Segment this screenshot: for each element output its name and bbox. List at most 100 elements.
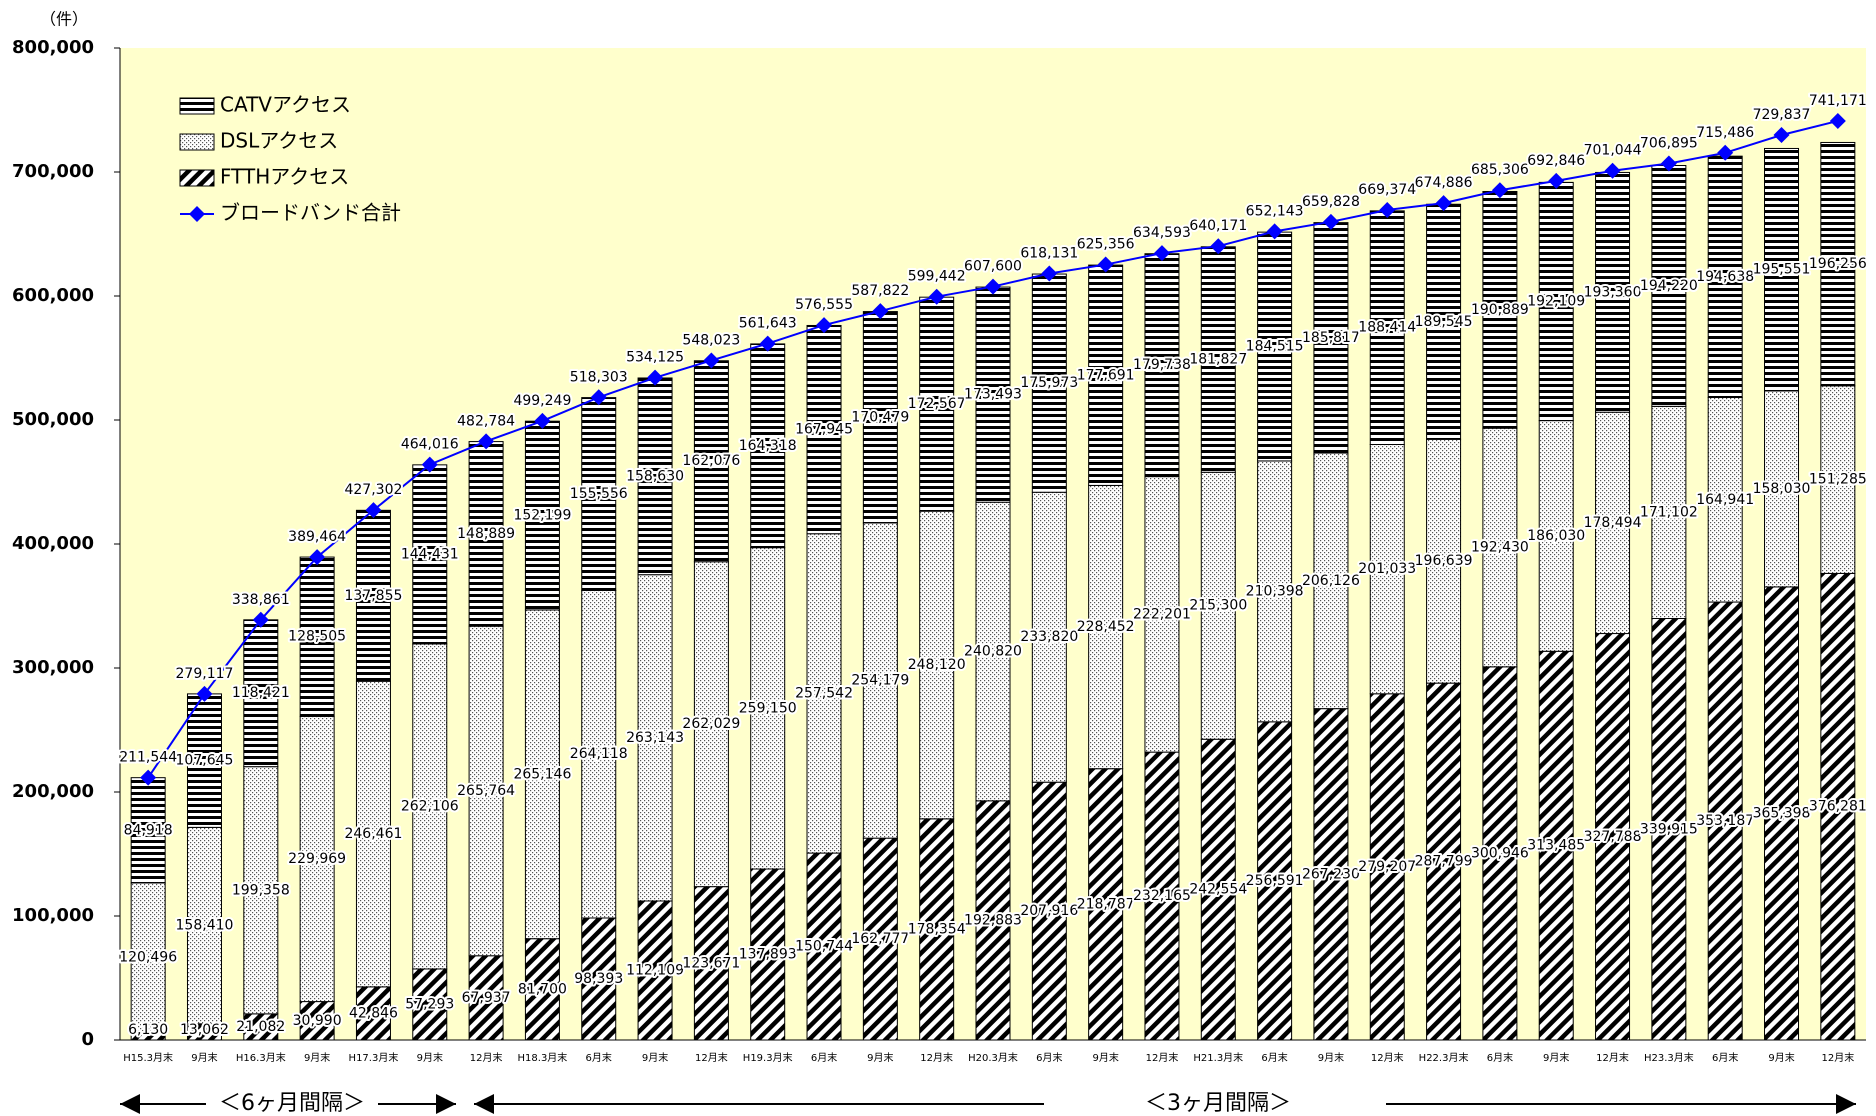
total-marker — [985, 278, 1001, 295]
data-label: 57,293 — [405, 996, 454, 1012]
data-label: 199,358 — [232, 882, 290, 898]
data-label: 123,671 — [682, 955, 740, 971]
bar-segment — [299, 1001, 335, 1041]
total-marker — [647, 369, 664, 386]
total-label: 338,861 — [232, 592, 290, 608]
total-label: 741,171 — [1809, 93, 1867, 109]
bar-segment — [1088, 768, 1124, 1041]
data-label: 158,030 — [1753, 481, 1811, 497]
bar-segment — [1369, 693, 1405, 1041]
total-label: 548,023 — [682, 332, 740, 348]
x-tick-label: 12月末 — [1596, 1051, 1629, 1064]
bar-segment — [1144, 751, 1180, 1041]
annotation-bg — [1130, 1090, 1306, 1116]
bar-segment — [355, 986, 391, 1041]
total-marker — [1322, 213, 1339, 230]
data-label: 194,220 — [1640, 278, 1698, 294]
data-label: 196,639 — [1415, 553, 1473, 569]
data-label: 118,421 — [232, 685, 290, 701]
data-label: 179,738 — [1133, 357, 1191, 373]
x-tick-label: H18.3月末 — [518, 1051, 568, 1064]
bar-segment — [1257, 460, 1293, 723]
data-label: 240,820 — [964, 644, 1022, 660]
data-label: 265,764 — [457, 783, 515, 799]
total-marker — [1660, 155, 1677, 172]
data-label: 195,551 — [1753, 262, 1811, 278]
bar-segment — [1313, 708, 1349, 1041]
total-label: 518,303 — [570, 369, 628, 385]
y-tick-label: 200,000 — [12, 781, 94, 802]
total-label: 652,143 — [1246, 203, 1304, 219]
bar-segment — [1144, 476, 1180, 753]
bar-segment — [1031, 781, 1067, 1041]
y-tick-label: 600,000 — [12, 285, 94, 306]
data-label: 265,146 — [513, 766, 571, 782]
bar-segment — [693, 561, 729, 888]
data-label: 365,398 — [1753, 805, 1811, 821]
x-tick-label: 9月末 — [867, 1051, 893, 1064]
total-marker — [759, 335, 776, 352]
total-marker — [534, 412, 551, 429]
data-label: 188,414 — [1358, 320, 1416, 336]
data-label: 172,567 — [908, 396, 966, 412]
total-marker — [1153, 245, 1170, 262]
total-label: 618,131 — [1020, 246, 1078, 262]
x-tick-label: H16.3月末 — [236, 1051, 286, 1064]
annotation: ＜6ヶ月間隔＞ — [219, 1091, 365, 1116]
x-tick-label: 12月末 — [695, 1051, 728, 1064]
data-label: 112,109 — [626, 962, 684, 978]
bar-segment — [806, 852, 842, 1041]
x-tick-label: H19.3月末 — [743, 1051, 793, 1064]
bar-segment — [750, 868, 786, 1041]
legend-label: FTTHアクセス — [220, 165, 349, 189]
total-marker — [590, 389, 607, 406]
x-tick-label: H17.3月末 — [349, 1051, 399, 1064]
total-label: 464,016 — [401, 437, 459, 453]
bar-segment — [862, 837, 898, 1041]
bar-segment — [1482, 191, 1518, 429]
total-marker — [816, 317, 833, 334]
data-label: 162,076 — [682, 453, 740, 469]
data-label: 181,827 — [1189, 352, 1247, 368]
bar-segment — [581, 917, 617, 1041]
total-marker — [1266, 223, 1283, 240]
total-label: 587,822 — [851, 283, 909, 299]
data-label: 155,556 — [570, 486, 628, 502]
data-label: 164,318 — [739, 438, 797, 454]
total-label: 211,544 — [119, 750, 177, 766]
data-label: 194,638 — [1696, 269, 1754, 285]
total-marker — [1097, 256, 1114, 273]
x-tick-label: H23.3月末 — [1644, 1051, 1694, 1064]
annotation: ＜3ヶ月間隔＞ — [1145, 1091, 1291, 1116]
total-label: 701,044 — [1584, 143, 1642, 159]
bar-segment — [750, 343, 786, 549]
bar-segment — [1031, 273, 1067, 493]
total-marker — [309, 549, 326, 566]
data-label: 206,126 — [1302, 573, 1360, 589]
total-marker — [365, 502, 382, 519]
bar-segment — [412, 968, 448, 1041]
bar-segment — [581, 397, 617, 591]
total-label: 279,117 — [176, 666, 234, 682]
bar-segment — [1651, 405, 1687, 620]
total-label: 674,886 — [1415, 175, 1473, 191]
legend-swatch — [179, 133, 215, 151]
total-label: 634,593 — [1133, 225, 1191, 241]
data-label: 190,889 — [1471, 302, 1529, 318]
data-label: 327,788 — [1584, 829, 1642, 845]
bar-segment — [919, 510, 955, 820]
data-label: 30,990 — [293, 1013, 342, 1029]
x-tick-label: H15.3月末 — [123, 1051, 173, 1064]
data-label: 6,130 — [128, 1022, 168, 1038]
bar-segment — [524, 938, 560, 1041]
total-marker — [140, 769, 157, 786]
y-tick-label: 400,000 — [12, 533, 94, 554]
data-label: 184,515 — [1246, 339, 1304, 355]
bar-segment — [862, 311, 898, 524]
x-tick-label: 12月末 — [920, 1051, 953, 1064]
data-label: 287,799 — [1415, 854, 1473, 870]
legend-label: CATVアクセス — [220, 93, 351, 117]
data-label: 263,143 — [626, 730, 684, 746]
bar-segment — [975, 286, 1011, 503]
